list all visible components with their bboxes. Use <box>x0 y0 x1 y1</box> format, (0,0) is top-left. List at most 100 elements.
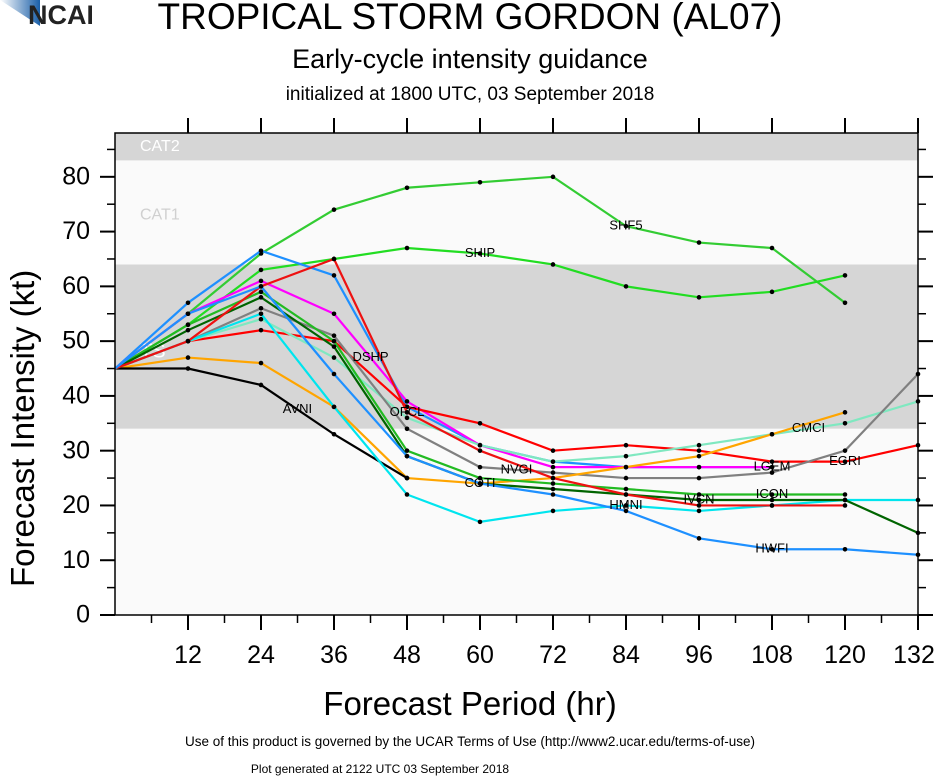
data-point-egri <box>769 459 775 464</box>
series-label-avni: AVNI <box>283 401 312 416</box>
y-tick-label: 60 <box>62 272 90 300</box>
x-tick-label: 96 <box>685 641 713 669</box>
series-label-coti: COTI <box>464 475 495 490</box>
data-point-avni <box>185 366 191 371</box>
data-point-icon <box>696 492 702 497</box>
data-point-cmci <box>842 420 848 426</box>
data-point-shf5 <box>404 185 410 191</box>
band-label: CAT2 <box>140 138 180 155</box>
data-point-ship <box>623 284 629 289</box>
data-point-hmni <box>331 404 337 410</box>
data-point-ivcn <box>842 497 848 503</box>
data-point-ivcn <box>185 327 191 333</box>
x-tick-label: 24 <box>247 641 275 669</box>
data-point-dshp <box>331 311 337 317</box>
series-label-ofcl: OFCL <box>390 404 425 419</box>
series-label-egri: EGRI <box>829 453 861 468</box>
data-point-icon <box>331 338 337 344</box>
series-label-dshp: DSHP <box>352 349 388 364</box>
data-point-coti <box>696 453 702 459</box>
band-cat2 <box>115 133 918 161</box>
data-point-coti <box>258 360 264 366</box>
data-point-hmni <box>550 508 556 514</box>
x-tick-label: 48 <box>393 641 421 669</box>
data-point-hwfi <box>842 546 848 552</box>
data-point-shf5 <box>769 245 775 251</box>
data-point-nvgi <box>769 470 775 475</box>
data-point-hwfi <box>623 508 629 514</box>
band-label: CAT1 <box>140 206 180 223</box>
y-tick-label: 40 <box>62 382 90 410</box>
svg-text:NCAR: NCAR <box>28 0 92 26</box>
data-point-lgem <box>185 300 191 306</box>
data-point-hmni <box>623 503 629 508</box>
y-tick-label: 80 <box>62 162 90 190</box>
data-point-dshp <box>769 464 775 470</box>
series-line-egri <box>114 329 919 463</box>
data-point-dshp <box>404 399 410 404</box>
series-label-hwfi: HWFI <box>755 541 788 556</box>
data-point-icon <box>842 492 848 497</box>
data-point-ofcl <box>404 410 410 415</box>
data-point-ofcl <box>331 256 337 262</box>
data-point-dshp <box>696 464 702 470</box>
series-label-ship: SHIP <box>465 245 495 260</box>
data-point-icon <box>550 481 556 486</box>
data-point-hmni <box>404 492 410 497</box>
data-point-nvgi <box>623 475 629 481</box>
data-point-ship <box>550 262 556 267</box>
data-point-nvgi <box>842 448 848 453</box>
data-point-avni <box>331 431 337 437</box>
series-label-nvgi: NVGI <box>501 461 533 476</box>
data-point-ivcn <box>769 497 775 503</box>
data-point-ivcn <box>696 497 702 503</box>
data-point-ship <box>477 251 483 256</box>
data-point-shf5 <box>623 223 629 229</box>
data-point-egri <box>696 448 702 453</box>
x-tick-label: 108 <box>751 641 793 669</box>
data-point-ship <box>696 295 702 300</box>
data-point-avni <box>404 475 410 481</box>
x-tick-label: 36 <box>320 641 348 669</box>
data-point-icon <box>258 289 264 295</box>
series-label-icon: ICON <box>756 486 789 501</box>
x-tick-label: 84 <box>612 641 640 669</box>
data-point-nvgi <box>477 464 483 470</box>
series-labels: SHF5 SHIP LGEM DSHP EGRI CMCI NVGI COTI AVNI HMNI… <box>283 218 861 556</box>
data-point-hwfi <box>404 453 410 459</box>
band-td <box>115 428 918 615</box>
data-point-icon <box>769 492 775 497</box>
data-point-cmci <box>404 415 410 421</box>
data-point-hwfi <box>331 371 337 377</box>
data-point-icon <box>623 486 629 492</box>
data-point-nvgi <box>550 470 556 475</box>
data-point-ship <box>258 267 264 273</box>
data-point-icon <box>404 448 410 453</box>
band-cat1 <box>115 160 918 265</box>
ncar-logo: NCAR <box>0 0 92 26</box>
series-label-shf5: SHF5 <box>609 218 642 233</box>
data-point-lgem <box>331 273 337 278</box>
data-point-icon <box>477 475 483 481</box>
data-point-shf5 <box>696 240 702 245</box>
data-point-shf5 <box>331 207 337 212</box>
data-point-cmci <box>550 459 556 464</box>
data-point-egri <box>477 420 483 426</box>
data-point-ivcn <box>331 344 337 349</box>
data-point-cmci <box>258 316 264 322</box>
data-point-ofcl <box>550 475 556 481</box>
data-point-coti <box>185 355 191 360</box>
data-point-hwfi <box>477 481 483 486</box>
data-point-nvgi <box>404 426 410 432</box>
data-point-hwfi <box>258 284 264 289</box>
data-point-hwfi <box>185 311 191 317</box>
data-point-ivcn <box>258 295 264 300</box>
data-point-egri <box>550 448 556 453</box>
data-point-hmni <box>258 311 264 317</box>
x-axis-label: Forecast Period (hr) <box>323 685 617 722</box>
data-point-hwfi <box>769 546 775 552</box>
data-point-shf5 <box>842 300 848 306</box>
data-point-ivcn <box>550 486 556 492</box>
y-tick-label: 0 <box>76 601 90 629</box>
series-line-ivcn <box>114 296 919 534</box>
